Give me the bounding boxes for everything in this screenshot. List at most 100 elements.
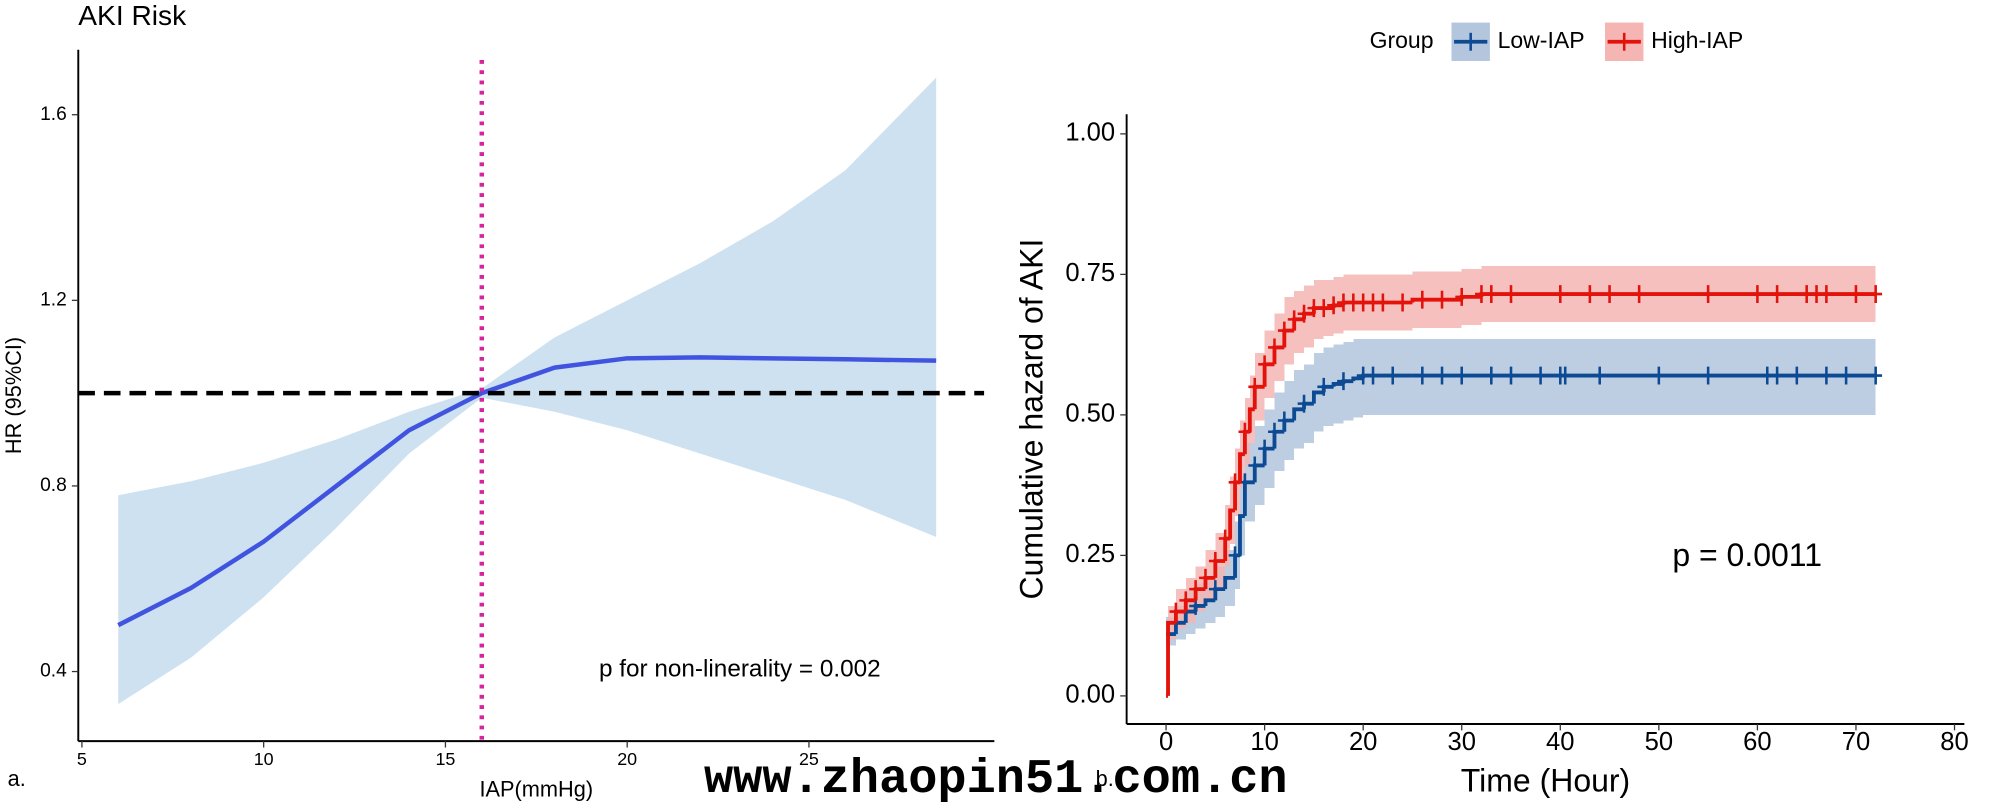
panel-label: b.: [1096, 766, 1114, 791]
y-tick-label: 0.8: [40, 475, 67, 496]
censor-mark: [1218, 529, 1232, 548]
x-tick-label: 70: [1842, 728, 1870, 756]
censor-mark: [1652, 366, 1666, 385]
hazard-step: [1331, 382, 1344, 387]
censor-mark: [1337, 372, 1350, 391]
censor-mark: [1248, 377, 1262, 396]
censor-mark: [1751, 285, 1764, 304]
x-tick-label: 20: [617, 749, 637, 769]
censor-mark: [1455, 366, 1469, 385]
hazard-step: [1223, 575, 1236, 590]
y-tick-label: 0.50: [1065, 400, 1115, 428]
censor-mark: [1534, 366, 1547, 385]
panel-label: a.: [8, 766, 26, 791]
censor-mark: [1435, 290, 1449, 309]
y-axis-title: Cumulative hazard of AKI: [1014, 239, 1050, 600]
censor-mark: [1297, 304, 1311, 323]
x-tick-label: 5: [77, 749, 87, 769]
censor-mark: [1435, 366, 1449, 385]
censor-mark: [1770, 285, 1784, 304]
censor-mark: [1248, 456, 1262, 475]
x-tick-label: 25: [799, 749, 819, 769]
censor-mark: [1558, 366, 1572, 385]
y-tick-label: 0.4: [40, 661, 67, 682]
confidence-band: [1215, 566, 1226, 618]
x-tick-label: 60: [1743, 728, 1771, 756]
censor-mark: [1770, 366, 1784, 385]
hazard-step: [1351, 376, 1364, 382]
x-tick-label: 15: [435, 749, 455, 769]
censor-mark: [1455, 287, 1469, 306]
censor-mark: [1484, 366, 1498, 385]
hr-curve: [117, 355, 937, 628]
x-axis-title: Time (Hour): [1461, 762, 1630, 798]
censor-mark: [1632, 285, 1646, 304]
censor-mark: [1277, 411, 1291, 430]
censor-mark: [1228, 546, 1242, 565]
censor-mark: [1849, 285, 1863, 304]
censor-mark: [1593, 366, 1607, 385]
censor-mark: [1228, 473, 1242, 492]
censor-mark: [1208, 580, 1222, 599]
x-tick-label: 0: [1159, 728, 1173, 756]
censor-mark: [1415, 366, 1429, 385]
censor-mark: [1819, 285, 1833, 304]
censor-mark: [1701, 366, 1715, 385]
x-tick-label: 10: [1250, 728, 1278, 756]
x-axis-title: IAP(mmHg): [480, 776, 594, 801]
censor-mark: [1317, 377, 1331, 396]
censor-mark: [1839, 366, 1853, 385]
chart-title: AKI Risk: [78, 0, 187, 31]
censor-mark: [1869, 285, 1883, 304]
confidence-band: [1304, 285, 1314, 348]
censor-mark: [1415, 290, 1429, 309]
censor-mark: [1819, 366, 1833, 385]
censor-mark: [1583, 285, 1597, 304]
censor-mark: [1869, 366, 1883, 385]
x-tick-label: 20: [1349, 728, 1377, 756]
censor-mark: [1238, 422, 1252, 441]
confidence-band: [118, 77, 937, 705]
censor-mark: [1258, 355, 1272, 374]
hazard-step: [1311, 390, 1324, 404]
annotation: p = 0.0011: [1672, 537, 1822, 573]
legend-label: Low-IAP: [1498, 27, 1585, 53]
watermark: www.zhaopin51.com.cn: [704, 752, 1288, 807]
y-tick-label: 1.2: [40, 289, 67, 310]
legend-label: High-IAP: [1651, 27, 1743, 53]
censor-mark: [1287, 310, 1301, 329]
censor-mark: [1504, 366, 1518, 385]
y-tick-label: 0.75: [1065, 259, 1115, 287]
confidence-band: [1225, 504, 1231, 567]
censor-mark: [1504, 285, 1518, 304]
x-tick-label: 50: [1645, 728, 1673, 756]
censor-mark: [1396, 293, 1409, 312]
censor-mark: [1189, 580, 1203, 599]
confidence-band: [1294, 291, 1305, 354]
annotation: p for non-linerality = 0.002: [599, 656, 881, 683]
censor-mark: [1366, 366, 1380, 385]
censor-mark: [1701, 285, 1715, 304]
censor-mark: [1268, 338, 1281, 357]
x-tick-label: 30: [1448, 728, 1476, 756]
censor-mark: [1603, 285, 1616, 304]
y-axis-title: HR (95%CI): [1, 337, 26, 454]
panel: 0.4 0.8 1.2 1.6 5 10 15 20 25 IAP(mmHg) HR (95%CI)…: [1, 0, 995, 801]
censor-mark: [1199, 568, 1212, 587]
hazard-step: [1203, 598, 1216, 606]
censor-mark: [1317, 299, 1331, 318]
confidence-band: [1205, 549, 1216, 601]
x-tick-label: 80: [1940, 728, 1968, 756]
censor-mark: [1484, 285, 1498, 304]
x-tick-label: 40: [1546, 728, 1574, 756]
legend-title: Group: [1370, 27, 1434, 53]
y-tick-label: 0.00: [1065, 681, 1115, 709]
y-tick-label: 1.00: [1065, 119, 1115, 147]
censor-mark: [1169, 602, 1183, 621]
censor-mark: [1258, 439, 1272, 458]
censor-mark: [1790, 366, 1804, 385]
censor-mark: [1208, 552, 1222, 570]
censor-mark: [1297, 394, 1311, 413]
